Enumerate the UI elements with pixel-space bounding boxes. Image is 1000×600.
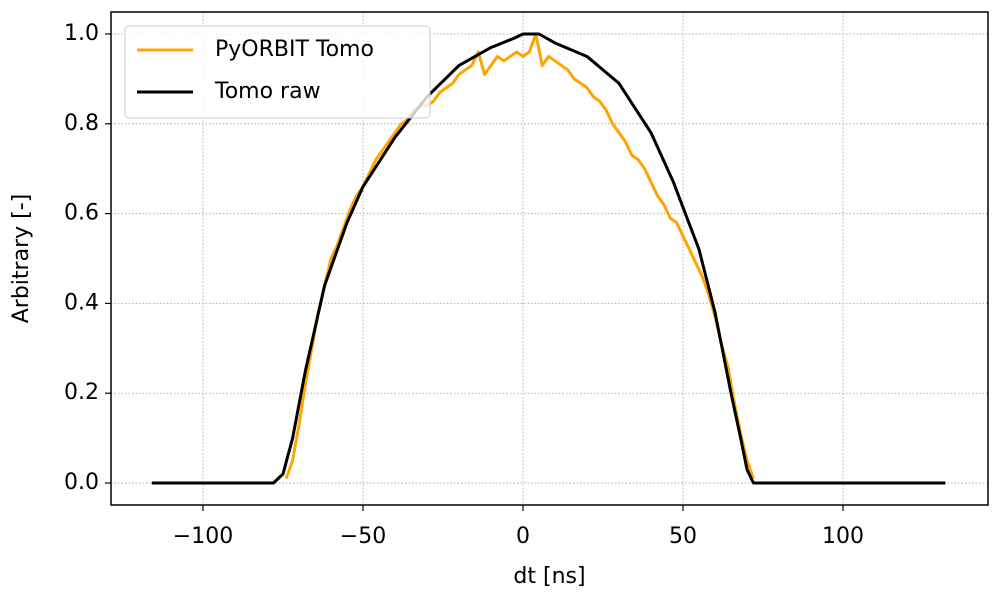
legend-label: PyORBIT Tomo <box>215 37 374 62</box>
data-line <box>151 32 946 485</box>
legend-box <box>124 25 431 119</box>
y-axis-label: Arbitrary [-] <box>9 194 34 324</box>
x-tick-label: 100 <box>822 524 864 549</box>
y-tick-label: 1.0 <box>64 21 99 46</box>
x-tick-label: 50 <box>669 524 697 549</box>
plot-frame <box>110 11 989 506</box>
x-axis-label: dt [ns] <box>513 564 585 589</box>
y-tick-label: 0.8 <box>64 111 99 136</box>
y-tick-label: 0.6 <box>64 201 99 226</box>
x-tick-label: −50 <box>340 524 386 549</box>
x-tick-label: 0 <box>516 524 530 549</box>
x-tick-label: −100 <box>173 524 233 549</box>
legend-label: Tomo raw <box>214 79 321 104</box>
y-tick-label: 0.0 <box>64 470 99 495</box>
y-tick-label: 0.4 <box>64 290 99 315</box>
y-tick-label: 0.2 <box>64 380 99 405</box>
